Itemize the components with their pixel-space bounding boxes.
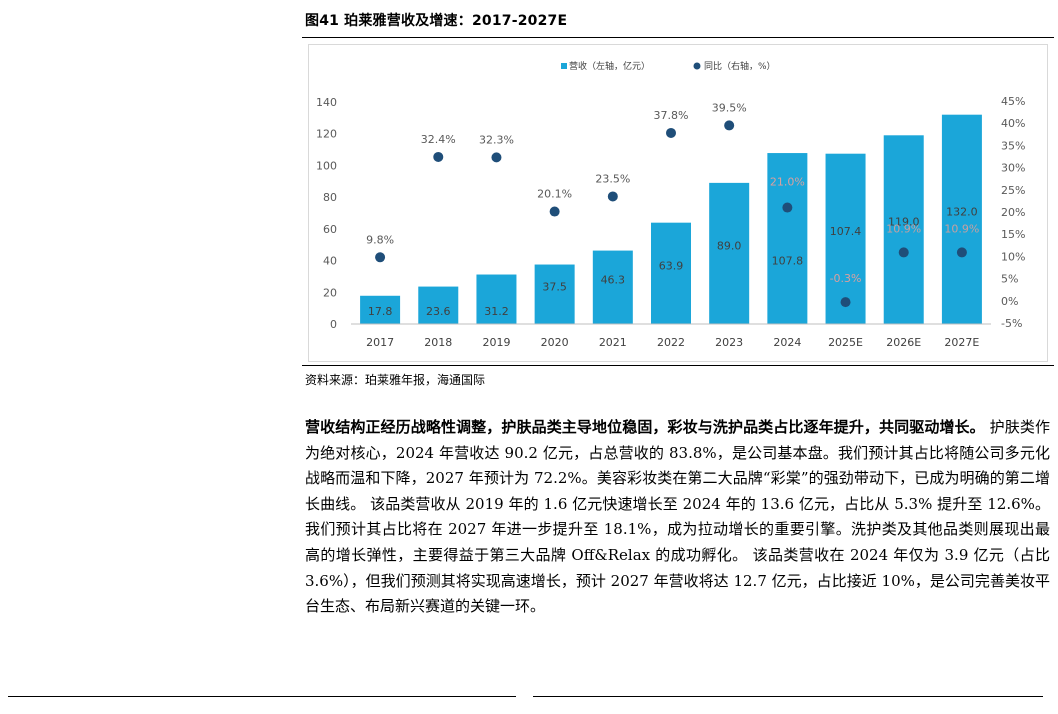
revenue-bar-label: 46.3 <box>601 273 626 286</box>
chart-container: 0 20 40 60 80 100 120 140 -5% 0% 5% 10% 15% 20% 25% 30%… <box>308 44 1048 362</box>
revenue-bar-label: 89.0 <box>717 239 742 252</box>
figure-title: 图41 珀莱雅营收及增速：2017-2027E <box>305 13 568 29</box>
legend-swatch-growth <box>693 62 701 70</box>
revenue-bar-label: 107.8 <box>772 255 804 268</box>
y-left-tick-label: 140 <box>316 96 337 109</box>
growth-point-label: 32.3% <box>479 133 514 146</box>
y-left-tick-label: 120 <box>316 128 337 141</box>
revenue-bar <box>534 264 575 324</box>
y-right-tick-label: 25% <box>1001 184 1025 197</box>
growth-point <box>666 127 676 138</box>
growth-point <box>898 247 909 258</box>
growth-point <box>375 252 386 263</box>
y-right-tick-label: 30% <box>1001 162 1025 175</box>
revenue-bar-label: 23.6 <box>426 305 451 318</box>
paragraph-body: 护肤类作为绝对核心，2024 年营收达 90.2 亿元，占总营收的 83.8%，… <box>305 418 1050 616</box>
growth-point-label: 10.9% <box>886 222 921 235</box>
revenue-bar-label: 63.9 <box>659 259 684 272</box>
y-right-tick-label: 45% <box>1001 95 1025 108</box>
growth-point-label: 20.1% <box>537 188 572 201</box>
paragraph-lead: 营收结构正经历战略性调整，护肤品类主导地位稳固，彩妆与洗护品类占比逐年提升，共同… <box>305 418 985 436</box>
y-left-tick-label: 100 <box>316 159 337 172</box>
legend-label-growth: 同比（右轴，%） <box>704 60 776 72</box>
growth-point-label: -0.3% <box>830 272 862 285</box>
y-right-tick-label: 15% <box>1001 228 1025 241</box>
x-tick-label: 2020 <box>541 336 569 349</box>
revenue-bar <box>360 295 401 324</box>
footer-rule-left <box>8 696 516 697</box>
x-tick-label: 2025E <box>828 336 863 349</box>
legend-label-revenue: 营收（左轴，亿元） <box>569 60 650 72</box>
y-right-tick-label: 5% <box>1001 273 1018 286</box>
footer-rule-right <box>533 696 1043 697</box>
growth-point-label: 10.9% <box>944 222 979 235</box>
revenue-chart: 0 20 40 60 80 100 120 140 -5% 0% 5% 10% 15% 20% 25% 30%… <box>316 60 1025 349</box>
revenue-bar <box>767 153 808 324</box>
revenue-bar-label: 119.0 <box>888 216 920 229</box>
revenue-bar-label: 107.4 <box>830 225 862 238</box>
y-left-tick-label: 0 <box>330 318 337 331</box>
y-right-tick-label: 10% <box>1001 250 1025 263</box>
growth-point <box>840 297 851 308</box>
growth-point-label: 32.4% <box>421 133 456 146</box>
revenue-bar <box>941 114 982 324</box>
revenue-bar <box>418 286 459 324</box>
x-tick-label: 2019 <box>482 336 510 349</box>
growth-point-label: 21.0% <box>770 176 805 189</box>
revenue-bar <box>825 153 866 324</box>
y-right-tick-label: 0% <box>1001 295 1018 308</box>
y-left-tick-label: 20 <box>323 286 337 299</box>
x-tick-label: 2018 <box>424 336 452 349</box>
legend-swatch-revenue <box>561 63 567 69</box>
y-left-tick-label: 60 <box>323 223 337 236</box>
y-right-tick-label: 35% <box>1001 139 1025 152</box>
growth-point-label: 37.8% <box>654 109 689 122</box>
revenue-bar <box>476 274 517 324</box>
x-tick-label: 2023 <box>715 336 743 349</box>
growth-point <box>607 191 618 202</box>
revenue-bar <box>883 135 924 324</box>
growth-point <box>782 202 793 213</box>
y-right-tick-label: 40% <box>1001 117 1025 130</box>
x-tick-label: 2021 <box>599 336 627 349</box>
growth-point <box>433 151 444 162</box>
growth-point <box>491 152 502 163</box>
y-right-tick-label: 20% <box>1001 206 1025 219</box>
growth-point <box>549 206 560 217</box>
y-right-tick-label: -5% <box>1001 317 1022 330</box>
x-tick-label: 2026E <box>886 336 921 349</box>
revenue-bar <box>709 182 750 324</box>
figure-source: 资料来源：珀莱雅年报，海通国际 <box>305 373 486 387</box>
growth-point-label: 39.5% <box>712 101 747 114</box>
revenue-bar-label: 37.5 <box>542 280 567 293</box>
growth-point-label: 9.8% <box>366 233 394 246</box>
growth-point <box>724 120 735 131</box>
y-left-tick-label: 40 <box>323 255 337 268</box>
revenue-bar-label: 31.2 <box>484 305 509 318</box>
revenue-bar-label: 17.8 <box>368 305 393 318</box>
source-rule <box>302 365 1054 366</box>
x-tick-label: 2017 <box>366 336 394 349</box>
x-tick-label: 2024 <box>773 336 801 349</box>
analysis-paragraph: 营收结构正经历战略性调整，护肤品类主导地位稳固，彩妆与洗护品类占比逐年提升，共同… <box>305 415 1050 620</box>
y-left-tick-label: 80 <box>323 191 337 204</box>
revenue-bar <box>651 222 691 324</box>
growth-point <box>956 247 967 258</box>
growth-point-label: 23.5% <box>595 172 630 185</box>
revenue-bar <box>592 250 633 324</box>
title-rule <box>302 37 1054 38</box>
x-tick-label: 2027E <box>944 336 979 349</box>
x-tick-label: 2022 <box>657 336 685 349</box>
revenue-bar-label: 132.0 <box>946 205 978 218</box>
